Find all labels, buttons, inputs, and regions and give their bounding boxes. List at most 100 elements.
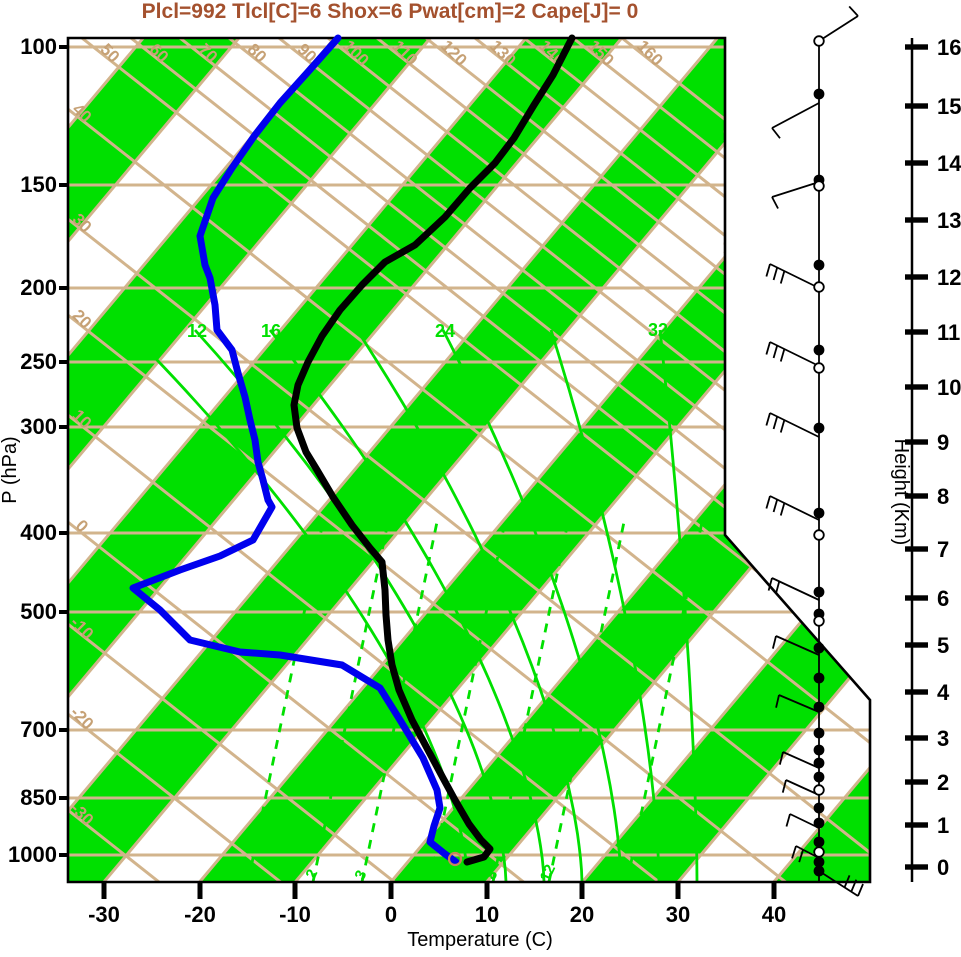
wind-barb-tick <box>774 581 781 595</box>
height-axis-tick-label: 4 <box>937 680 950 705</box>
green-stripe <box>773 38 870 882</box>
mixing-ratio-label: 12 <box>537 862 559 884</box>
surface-lcl-marker <box>447 851 463 867</box>
wind-barb-stem <box>769 412 820 438</box>
height-axis-tick <box>905 384 928 390</box>
dry-adiabat-label: 160 <box>633 36 666 69</box>
wind-barb-tick <box>772 499 779 513</box>
green-stripe <box>68 38 463 882</box>
wind-barb-tick <box>843 875 851 888</box>
wind-barb-stem <box>771 181 820 198</box>
wind-barb-tick <box>850 879 858 893</box>
height-axis-tick <box>905 864 928 870</box>
pressure-axis-tick <box>59 531 69 535</box>
pressure-axis-tick-label: 200 <box>20 275 57 300</box>
wind-level-dot-filled <box>813 672 825 684</box>
wind-level-dot-filled <box>813 586 825 598</box>
wind-barb-stem <box>769 495 820 521</box>
wind-level-dot-open <box>813 846 825 858</box>
height-axis-tick-label: 9 <box>937 430 949 455</box>
wind-barb-stem <box>818 15 859 42</box>
height-axis-tick-label: 11 <box>937 320 960 345</box>
moist-adiabat-line <box>658 329 699 882</box>
wind-barb-tick <box>772 416 779 430</box>
height-axis-tick-label: 12 <box>937 265 961 290</box>
temp-axis-tick-label: 20 <box>570 902 594 927</box>
pressure-axis-tick-label: 500 <box>20 599 57 624</box>
temp-axis-tick <box>292 883 298 899</box>
dry-adiabat-line <box>376 38 870 882</box>
height-axis-tick-label: 10 <box>937 375 961 400</box>
temp-axis-title: Temperature (C) <box>407 929 553 951</box>
wind-level-dot-open <box>813 615 825 627</box>
height-axis-tick-label: 2 <box>937 770 949 795</box>
pressure-axis-tick-label: 400 <box>20 520 57 545</box>
dry-adiabat-label: 80 <box>243 40 270 67</box>
height-axis-tick-label: 16 <box>937 35 961 60</box>
isotherm-line <box>68 38 655 882</box>
wind-barb-stem <box>771 102 820 129</box>
temperature-axis: -30 -20 -10 0 10 20 30 40 Temperature (C) <box>88 883 786 951</box>
temp-axis-tick-label: 0 <box>385 902 397 927</box>
wind-level-dot-filled <box>813 757 825 769</box>
pressure-axis-tick <box>59 183 69 187</box>
pressure-axis-tick <box>59 796 69 800</box>
plot-border <box>66 36 872 884</box>
wind-level-dot-open <box>813 180 825 192</box>
height-axis-tick <box>905 329 928 335</box>
green-stripe <box>68 38 846 882</box>
temp-axis-tick <box>484 883 490 899</box>
mixing-ratio-line <box>360 519 439 882</box>
wind-barb-tick <box>767 577 773 591</box>
wind-barb-tick <box>765 263 771 277</box>
wind-barb-tick <box>771 127 781 139</box>
wind-barb-tick <box>791 845 797 859</box>
wind-barb-tick <box>785 813 791 827</box>
green-stripe <box>582 38 870 882</box>
isotherm-line <box>68 38 751 882</box>
moist-adiabat-lines <box>126 329 699 882</box>
sounding-parameters-title: Plcl=992 Tlcl[C]=6 Shox=6 Pwat[cm]=2 Cap… <box>141 0 639 23</box>
wind-barb-stem <box>789 813 820 829</box>
wind-barb-tick <box>775 694 780 708</box>
wind-barb-tick <box>798 849 804 863</box>
height-axis-tick-label: 7 <box>937 537 949 562</box>
moist-adiabat-label: 12 <box>187 321 207 341</box>
wind-barb-stem <box>778 694 820 713</box>
wind-level-dot-open <box>813 281 825 293</box>
wind-level-dot-open <box>813 35 825 47</box>
wind-barb-tick <box>779 348 786 362</box>
wind-barb-tick <box>848 5 859 17</box>
height-axis-tick <box>905 595 928 601</box>
pressure-axis-tick-label: 100 <box>20 34 57 59</box>
height-axis-tick <box>905 439 928 445</box>
dry-adiabat-line <box>68 38 870 882</box>
pressure-axis-tick <box>59 853 69 857</box>
moist-adiabat-line <box>268 329 546 882</box>
isotherm-line <box>68 38 560 882</box>
height-axis-tick <box>905 779 928 785</box>
wind-barb-tick <box>857 883 864 897</box>
mixing-ratio-label: 2 <box>302 867 321 882</box>
pressure-axis-tick <box>59 728 69 732</box>
dry-adiabat-line <box>130 38 870 882</box>
isotherm-line <box>102 38 847 882</box>
wind-barb-stem <box>769 263 820 289</box>
wind-level-dot-filled <box>813 865 825 877</box>
height-axis-tick-label: 15 <box>937 94 961 119</box>
isotherm-line <box>676 38 870 882</box>
mixing-ratio-line <box>547 519 626 882</box>
pressure-axis-tick <box>59 610 69 614</box>
dry-adiabat-line <box>68 38 870 882</box>
pressure-axis-tick-label: 700 <box>20 717 57 742</box>
temp-axis-tick <box>197 883 203 899</box>
dry-adiabat-line <box>68 38 396 882</box>
wind-barb-tick <box>765 341 771 355</box>
temp-axis-tick-label: -10 <box>279 902 311 927</box>
pressure-axis-tick-label: 850 <box>20 785 57 810</box>
height-axis-tick <box>905 44 928 50</box>
dry-adiabat-line <box>68 38 787 882</box>
mixing-ratio-lines <box>246 519 704 882</box>
